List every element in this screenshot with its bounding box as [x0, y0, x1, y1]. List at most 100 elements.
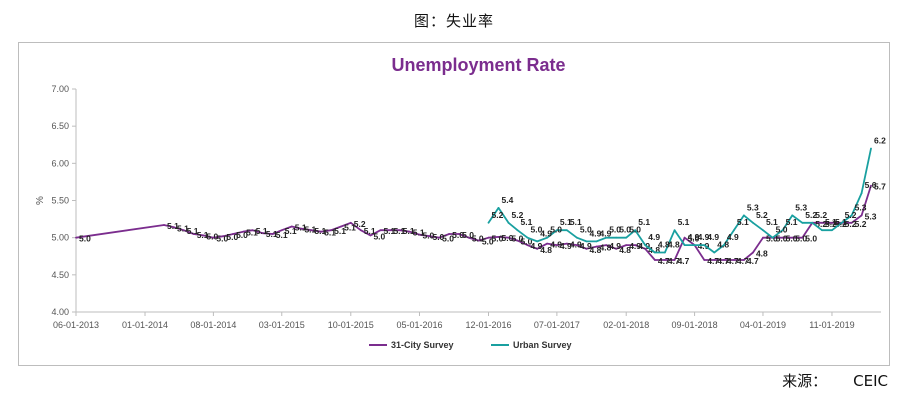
- data-label: 5.2: [855, 219, 867, 229]
- data-point: [516, 229, 519, 232]
- data-label: 4.8: [600, 243, 612, 253]
- data-label: 4.9: [629, 241, 641, 251]
- data-point: [625, 244, 628, 247]
- data-label: 5.2: [354, 219, 366, 229]
- y-tick-label: 7.00: [51, 84, 69, 94]
- data-label: 4.7: [737, 256, 749, 266]
- data-label: 5.0: [442, 234, 454, 244]
- data-point: [398, 229, 401, 232]
- data-label: 4.8: [648, 245, 660, 255]
- data-label: 4.8: [658, 240, 670, 250]
- x-tick-label: 06-01-2013: [53, 320, 99, 330]
- data-point: [261, 232, 264, 235]
- data-label: 5.1: [786, 217, 798, 227]
- data-point: [497, 207, 500, 209]
- data-label: 5.0: [226, 232, 238, 242]
- data-point: [546, 242, 549, 245]
- data-point: [408, 230, 411, 233]
- data-point: [516, 239, 519, 242]
- data-label: 5.0: [216, 234, 228, 244]
- data-point: [536, 240, 539, 243]
- data-label: 5.1: [285, 226, 297, 236]
- data-point: [634, 244, 637, 247]
- x-tick-label: 01-01-2014: [122, 320, 168, 330]
- data-point: [192, 233, 195, 235]
- data-label: 5.0: [786, 234, 798, 244]
- data-label: 5.0: [776, 234, 788, 244]
- data-label: 5.0: [491, 234, 503, 244]
- data-point: [340, 225, 343, 228]
- data-label: 5.1: [766, 217, 778, 227]
- data-label: 5.2: [511, 210, 523, 220]
- y-axis-label: %: [35, 196, 46, 205]
- data-point: [791, 214, 794, 217]
- data-label: 5.0: [236, 230, 248, 240]
- y-tick-label: 5.50: [51, 196, 69, 206]
- data-point: [330, 229, 333, 232]
- data-label: 5.0: [805, 234, 817, 244]
- series-line-city: [75, 185, 872, 261]
- data-point: [526, 244, 529, 247]
- data-label: 5.1: [825, 217, 837, 227]
- data-point: [821, 229, 823, 232]
- data-label: 5.0: [580, 225, 592, 235]
- data-point: [703, 244, 706, 247]
- x-tick-label: 12-01-2016: [465, 320, 511, 330]
- data-label: 5.1: [256, 226, 268, 236]
- data-point: [565, 242, 568, 245]
- data-label: 5.3: [855, 202, 867, 212]
- data-point: [585, 240, 588, 243]
- data-label: 5.1: [413, 228, 425, 238]
- data-point: [831, 221, 833, 224]
- data-point: [173, 226, 175, 229]
- data-label: 5.0: [531, 225, 543, 235]
- data-point: [290, 225, 293, 228]
- data-point: [320, 230, 323, 233]
- y-tick-label: 4.50: [51, 270, 69, 280]
- x-tick-label: 10-01-2015: [328, 320, 374, 330]
- data-point: [781, 236, 784, 239]
- x-tick-label: 07-01-2017: [534, 320, 580, 330]
- data-point: [182, 229, 185, 232]
- data-label: 5.7: [874, 182, 886, 192]
- data-label: 5.1: [570, 217, 582, 227]
- data-point: [555, 244, 558, 247]
- data-label: 5.1: [167, 221, 179, 231]
- data-label: 5.1: [344, 223, 356, 233]
- legend-entry: 31-City Survey: [391, 340, 454, 350]
- data-label: 5.3: [865, 211, 877, 221]
- data-point: [222, 235, 225, 238]
- data-point: [458, 233, 461, 235]
- x-tick-label: 04-01-2019: [740, 320, 786, 330]
- data-point: [467, 236, 470, 239]
- data-label: 4.8: [619, 245, 631, 255]
- data-point: [644, 244, 647, 247]
- data-point: [389, 229, 392, 232]
- data-point: [585, 247, 588, 250]
- data-point: [743, 259, 745, 261]
- data-label: 5.1: [678, 217, 690, 227]
- data-point: [673, 229, 676, 232]
- data-point: [634, 229, 637, 232]
- data-label: 5.1: [304, 225, 316, 235]
- data-point: [300, 227, 303, 230]
- data-label: 5.1: [737, 217, 749, 227]
- data-label: 5.0: [462, 230, 474, 240]
- data-point: [565, 229, 568, 232]
- data-point: [791, 236, 794, 239]
- data-label: 5.1: [276, 230, 288, 240]
- data-label: 5.1: [393, 226, 405, 236]
- data-point: [821, 221, 823, 224]
- data-point: [693, 244, 696, 247]
- data-label: 5.4: [501, 195, 513, 205]
- data-label: 4.9: [580, 241, 592, 251]
- data-label: 5.1: [560, 217, 572, 227]
- data-point: [546, 236, 549, 239]
- data-label: 5.0: [619, 225, 631, 235]
- data-label: 5.0: [472, 234, 484, 244]
- source-label: 来源：: [782, 372, 828, 390]
- data-label: 5.3: [795, 202, 807, 212]
- data-point: [487, 221, 490, 224]
- data-label: 5.2: [845, 219, 857, 229]
- data-point: [673, 259, 676, 261]
